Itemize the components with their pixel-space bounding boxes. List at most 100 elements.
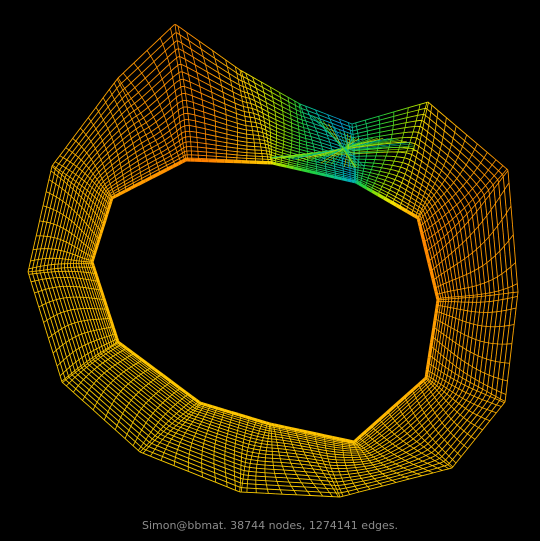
mesh-edge [111,124,118,132]
mesh-edge [414,143,419,147]
mesh-edge [239,69,256,163]
mesh-edge [329,135,339,140]
mesh-edge [347,446,354,448]
mesh-edge [329,453,338,455]
mesh-edge [71,270,74,277]
mesh-edge [222,422,231,426]
mesh-edge [430,182,510,272]
mesh-edge [57,227,61,239]
mesh-edge [287,97,293,167]
mesh-edge [95,184,98,189]
mesh-edge [192,146,200,148]
mesh-edge [356,468,365,471]
mesh-edge [186,32,208,161]
mesh-edge [458,416,465,424]
mesh-edge [312,452,319,455]
mesh-edge [184,436,194,440]
mesh-edge [182,125,187,128]
mesh-edge [197,137,205,140]
mesh-edge [423,423,430,430]
mesh-edge [436,226,440,234]
mesh-edge [418,164,424,169]
mesh-edge [92,359,143,411]
mesh-edge [211,408,218,412]
mesh-edge [469,194,474,200]
mesh-edge [417,379,424,386]
mesh-edge [48,276,52,284]
mesh-edge [194,120,203,124]
mesh-edge [367,434,374,440]
mesh-edge [482,228,486,247]
mesh-edge [176,157,181,161]
mesh-edge [497,327,500,343]
mesh-edge [260,428,266,431]
mesh-edge [273,114,281,119]
mesh-edge [413,136,417,139]
mesh-edge [483,303,486,313]
mesh-edge [501,328,505,344]
mesh-edge [285,455,293,458]
mesh-edge [129,380,139,389]
mesh-edge [76,194,80,201]
mesh-edge [434,368,437,374]
mesh-edge [392,173,400,177]
mesh-edge [317,462,324,465]
mesh-edge [152,153,159,158]
mesh-edge [439,418,446,426]
mesh-edge [467,218,470,228]
mesh-edge [346,486,354,489]
mesh-edge [125,358,133,365]
mesh-edge [432,175,438,180]
mesh-edge [351,478,360,481]
mesh-edge [502,177,505,189]
mesh-edge [286,164,295,170]
mesh-edge [190,130,197,133]
mesh-edge [80,342,85,352]
mesh-edge [202,122,212,126]
mesh-edge [458,278,462,289]
mesh-edge [285,427,324,497]
mesh-edge [286,458,295,461]
mesh-edge [91,191,95,197]
mesh-edge [140,434,146,440]
mesh-edge [28,260,31,268]
mesh-edge [235,447,243,450]
mesh-edge [247,141,254,144]
mesh-edge [318,476,326,478]
mesh-edge [77,344,82,354]
mesh-edge [416,191,422,196]
mesh-edge [247,83,253,87]
mesh-edge [438,289,441,296]
mesh-edge [272,96,281,102]
mesh-edge [71,138,78,147]
mesh-edge [397,444,405,450]
mesh-edge [218,111,229,116]
mesh-edge [282,434,290,437]
mesh-edge [434,320,437,329]
mesh-edge [82,270,86,277]
mesh-edge [217,105,228,111]
mesh-edge [412,120,420,123]
mesh-edge [379,129,391,133]
mesh-edge [145,363,155,371]
mesh-edge [448,386,452,392]
mesh-edge [157,398,165,405]
mesh-edge [106,322,110,330]
mesh-edge [364,487,375,492]
mesh-edge [237,127,246,131]
mesh-edge [447,233,450,240]
mesh-edge [478,303,481,313]
mesh-edge [370,118,383,123]
mesh-edge [433,256,437,266]
mesh-edge [225,485,234,490]
mesh-edge [86,187,89,192]
mesh-edge [164,388,173,396]
mesh-edge [118,189,125,194]
mesh-edge [170,396,178,403]
mesh-edge [241,452,247,456]
mesh-edge [83,330,88,341]
mesh-edge [231,147,241,150]
mesh-edge [139,445,144,449]
mesh-edge [270,424,283,495]
mesh-edge [116,84,121,89]
